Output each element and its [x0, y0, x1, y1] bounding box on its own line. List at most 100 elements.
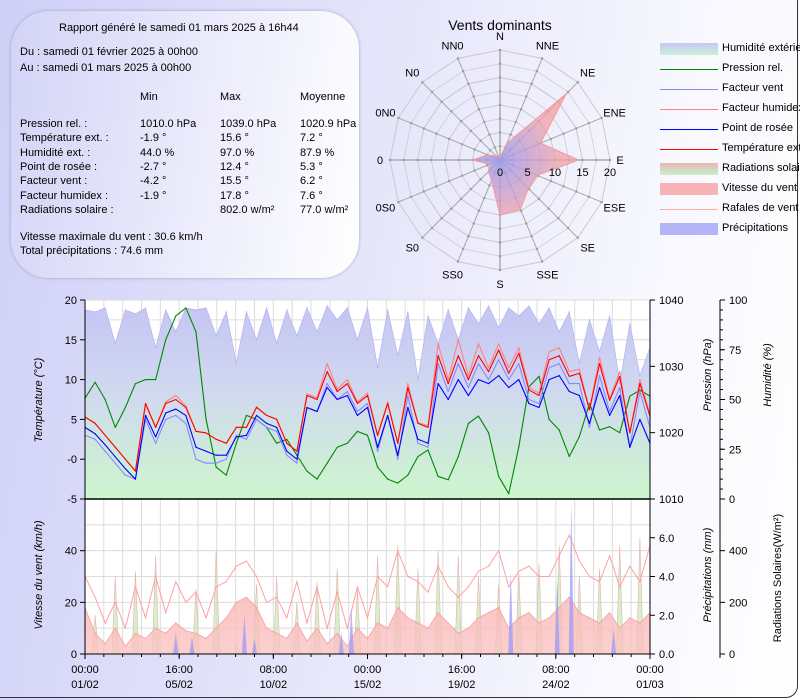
x-tick-date: 01/03 — [636, 679, 664, 691]
legend-label: Facteur vent — [722, 82, 784, 94]
radar-tick — [483, 196, 486, 200]
y-tick-label-pressure: 1010 — [659, 494, 683, 506]
radar-tick — [549, 179, 553, 183]
wind-gust-point — [588, 575, 591, 578]
radial-tick-label: 15 — [576, 167, 588, 179]
series-point — [326, 363, 328, 365]
humidity-point — [155, 347, 157, 349]
series-point — [266, 426, 268, 428]
series-point — [457, 339, 459, 341]
series-point — [326, 462, 328, 464]
series-point — [94, 381, 96, 383]
series-point — [639, 379, 641, 381]
series-point — [306, 394, 308, 397]
series-point — [336, 390, 338, 393]
humidity-point — [387, 309, 389, 311]
series-point — [508, 379, 510, 381]
series-point — [417, 455, 419, 458]
radar-tick — [461, 69, 465, 73]
y-tick-label-temperature: -0 — [67, 454, 77, 466]
wind-gust-point — [134, 586, 137, 588]
y-tick-label-humidity: 100 — [729, 295, 747, 307]
series-point — [558, 355, 560, 357]
series-point — [598, 375, 601, 377]
radar-tick — [486, 164, 489, 167]
series-point — [366, 406, 369, 409]
series-point — [376, 466, 379, 468]
wind-speed-point — [144, 637, 147, 640]
wind-gust-point — [457, 596, 459, 598]
wind-gust-point — [437, 565, 439, 567]
wind-speed-point — [407, 617, 409, 619]
series-point — [467, 375, 469, 377]
wind-gust-point — [326, 627, 328, 629]
series-point — [346, 394, 348, 397]
series-point — [366, 394, 369, 397]
series-point — [407, 394, 409, 397]
summary-avg-cell: 7.2 ° — [300, 132, 323, 145]
wind-rose-point — [490, 179, 493, 182]
y-tick-label-pressure: 1040 — [659, 295, 683, 307]
series-point — [457, 455, 459, 458]
humidity-point — [528, 305, 530, 307]
humidity-point — [619, 382, 621, 385]
wind-gust-point — [104, 622, 106, 624]
series-point — [487, 382, 490, 385]
series-point — [558, 375, 560, 377]
radar-tick — [488, 184, 491, 187]
series-point — [134, 478, 137, 480]
wind-speed-point — [487, 612, 490, 614]
series-point — [467, 394, 469, 397]
series-point — [185, 406, 187, 409]
series-point — [175, 394, 177, 397]
wind-gust-point — [447, 586, 449, 588]
direction-label: NE — [580, 67, 595, 79]
wind-gust-point — [286, 617, 288, 619]
wind-speed-point — [286, 637, 288, 640]
legend-line-swatch — [660, 69, 718, 70]
series-point — [598, 363, 601, 365]
radar-tick — [409, 121, 413, 125]
x-tick-time: 00:00 — [71, 664, 99, 676]
x-tick-time: 16:00 — [165, 664, 193, 676]
humidity-point — [508, 307, 510, 309]
wind-gust-point — [598, 581, 601, 583]
series-point — [598, 386, 601, 389]
series-point — [619, 371, 621, 373]
series-point — [437, 355, 439, 357]
series-point — [578, 394, 580, 397]
legend-line-swatch — [660, 129, 718, 130]
legend-label: Rafales de vent — [722, 202, 799, 214]
wind-speed-point — [124, 645, 126, 647]
series-point — [326, 382, 328, 385]
wind-gust-point — [518, 570, 520, 572]
direction-label: S0 — [406, 243, 419, 255]
radar-tick — [535, 69, 539, 73]
wind-gust-point — [205, 617, 207, 619]
summary-label-cell: Facteur humidex : — [20, 189, 109, 202]
legend-label: Vitesse du vent — [722, 182, 798, 194]
series-point — [598, 429, 601, 431]
summary-avg-cell: 7.6 ° — [300, 189, 323, 202]
series-point — [134, 382, 137, 385]
radial-tick-label: 20 — [604, 167, 616, 179]
radar-tick — [469, 187, 473, 191]
legend-label: Pression rel. — [722, 62, 784, 74]
series-point — [538, 406, 540, 409]
series-point — [346, 390, 348, 393]
legend-area-swatch — [660, 183, 718, 195]
wind-speed-point — [528, 612, 530, 614]
y-axis-label-wind: Vitesse du vent (km/h) — [33, 520, 45, 630]
radar-tick — [595, 158, 598, 162]
series-point — [195, 331, 197, 333]
wind-gust-point — [609, 555, 611, 557]
series-point — [427, 426, 429, 428]
direction-label: N — [496, 31, 504, 43]
radar-tick — [587, 195, 591, 199]
series-point — [457, 363, 459, 365]
series-point — [548, 367, 550, 369]
series-point — [578, 382, 580, 385]
series-point — [457, 379, 459, 381]
series-point — [467, 379, 469, 381]
series-point — [447, 479, 449, 481]
